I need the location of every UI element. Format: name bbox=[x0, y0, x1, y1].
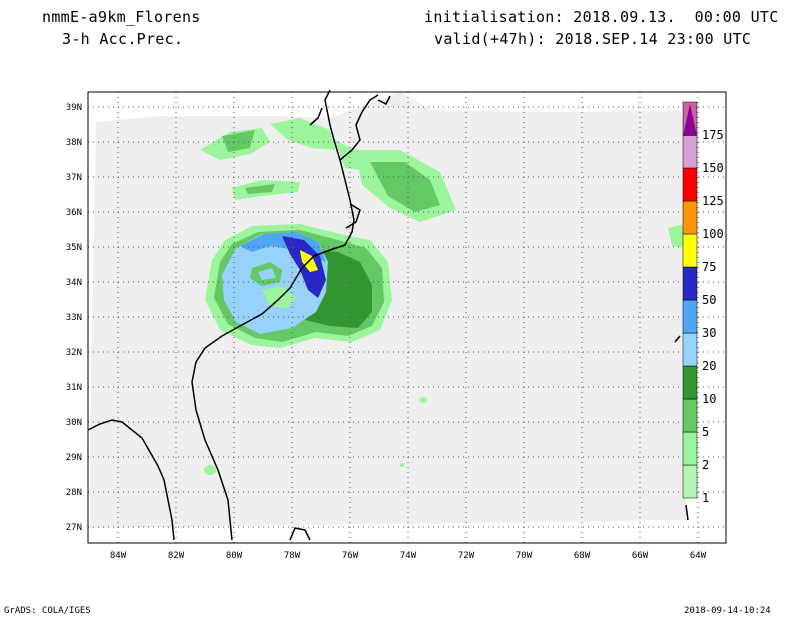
lat-label: 32N bbox=[66, 348, 82, 358]
legend-label: 100 bbox=[702, 227, 724, 241]
legend-label: 5 bbox=[702, 425, 709, 439]
lat-label: 28N bbox=[66, 488, 82, 498]
lat-label: 29N bbox=[66, 453, 82, 463]
legend-swatch bbox=[682, 167, 698, 202]
lat-label: 37N bbox=[66, 173, 82, 183]
legend-swatch bbox=[682, 266, 698, 301]
lon-label: 78W bbox=[284, 551, 301, 561]
lat-label: 33N bbox=[66, 313, 82, 323]
legend-swatch bbox=[682, 233, 698, 268]
lon-label: 80W bbox=[226, 551, 243, 561]
lat-label: 35N bbox=[66, 243, 82, 253]
legend-label: 50 bbox=[702, 293, 716, 307]
legend-label: 30 bbox=[702, 326, 716, 340]
legend-label: 75 bbox=[702, 260, 716, 274]
lat-label: 30N bbox=[66, 418, 82, 428]
legend-swatch bbox=[682, 464, 698, 499]
legend-label: 10 bbox=[702, 392, 716, 406]
lat-label: 38N bbox=[66, 138, 82, 148]
lat-label: 31N bbox=[66, 383, 82, 393]
coastline bbox=[87, 89, 689, 541]
lon-label: 72W bbox=[458, 551, 475, 561]
map-frame bbox=[87, 91, 727, 544]
latitude-labels: 39N 38N 37N 36N 35N 34N 33N 32N 31N 30N … bbox=[66, 103, 82, 533]
legend-top-arrow bbox=[683, 104, 697, 136]
lat-label: 34N bbox=[66, 278, 82, 288]
graticule bbox=[88, 92, 726, 543]
legend-label: 175 bbox=[702, 128, 724, 142]
legend-label: 125 bbox=[702, 194, 724, 208]
longitude-labels: 84W 82W 80W 78W 76W 74W 72W 70W 68W 66W … bbox=[110, 551, 707, 561]
lon-label: 68W bbox=[574, 551, 591, 561]
lon-label: 76W bbox=[342, 551, 359, 561]
field-name: 3-h Acc.Prec. bbox=[62, 30, 184, 48]
render-timestamp: 2018-09-14-10:24 bbox=[684, 606, 771, 616]
lon-label: 84W bbox=[110, 551, 127, 561]
grads-credit: GrADS: COLA/IGES bbox=[4, 606, 91, 616]
legend-label: 2 bbox=[702, 458, 709, 472]
legend-swatch bbox=[682, 398, 698, 433]
lat-label: 27N bbox=[66, 523, 82, 533]
legend-swatch bbox=[682, 134, 698, 169]
lat-label: 39N bbox=[66, 103, 82, 113]
model-name: nmmE-a9km_Florens bbox=[42, 8, 201, 26]
legend-label: 150 bbox=[702, 161, 724, 175]
legend-label: 1 bbox=[702, 491, 709, 505]
legend-swatch bbox=[682, 299, 698, 334]
legend-swatch bbox=[682, 365, 698, 400]
lat-label: 36N bbox=[66, 208, 82, 218]
init-time: initialisation: 2018.09.13. 00:00 UTC bbox=[424, 8, 779, 26]
valid-time: valid(+47h): 2018.SEP.14 23:00 UTC bbox=[434, 30, 752, 48]
lon-label: 82W bbox=[168, 551, 185, 561]
legend-swatch bbox=[682, 431, 698, 466]
lon-label: 70W bbox=[516, 551, 533, 561]
lon-label: 74W bbox=[400, 551, 417, 561]
legend-label: 20 bbox=[702, 359, 716, 373]
legend-swatch bbox=[682, 332, 698, 367]
legend-swatch bbox=[682, 200, 698, 235]
lon-label: 66W bbox=[632, 551, 649, 561]
lon-label: 64W bbox=[690, 551, 707, 561]
